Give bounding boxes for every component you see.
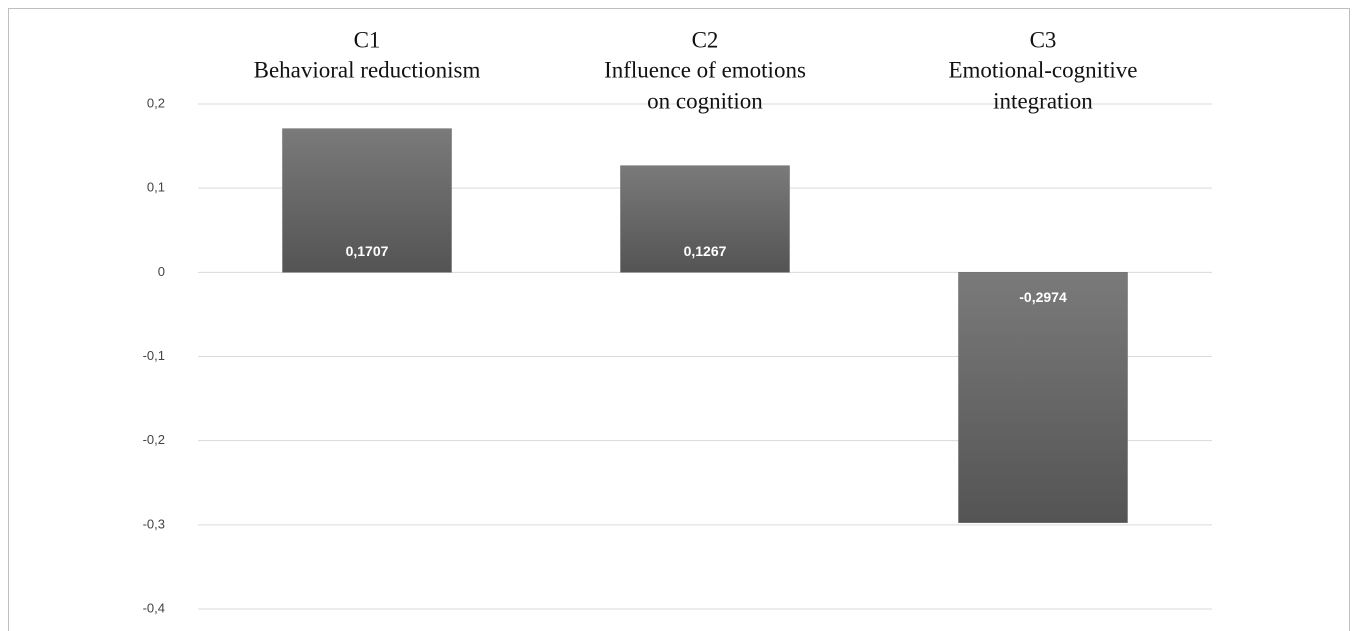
y-tick-label: -0,1: [143, 348, 165, 363]
category-description: Behavioral reductionism: [254, 57, 481, 82]
data-label: 0,1267: [684, 243, 727, 259]
bar: [282, 128, 452, 273]
y-tick-label: -0,4: [143, 600, 165, 615]
data-label: 0,1707: [346, 243, 389, 259]
category-description: Emotional-cognitive: [948, 57, 1137, 82]
category-label: C3: [1030, 27, 1057, 52]
category-label: C2: [692, 27, 719, 52]
category-description: on cognition: [647, 88, 763, 113]
data-label: -0,2974: [1019, 289, 1067, 305]
y-tick-label: -0,2: [143, 432, 165, 447]
category-description: Influence of emotions: [604, 57, 806, 82]
y-tick-label: 0: [158, 264, 165, 279]
y-tick-label: -0,3: [143, 516, 165, 531]
category-description: integration: [993, 88, 1093, 113]
bar: [958, 272, 1128, 523]
bar: [620, 165, 790, 273]
y-tick-label: 0,1: [147, 180, 165, 195]
category-label: C1: [354, 27, 381, 52]
y-tick-label: 0,2: [147, 95, 165, 110]
